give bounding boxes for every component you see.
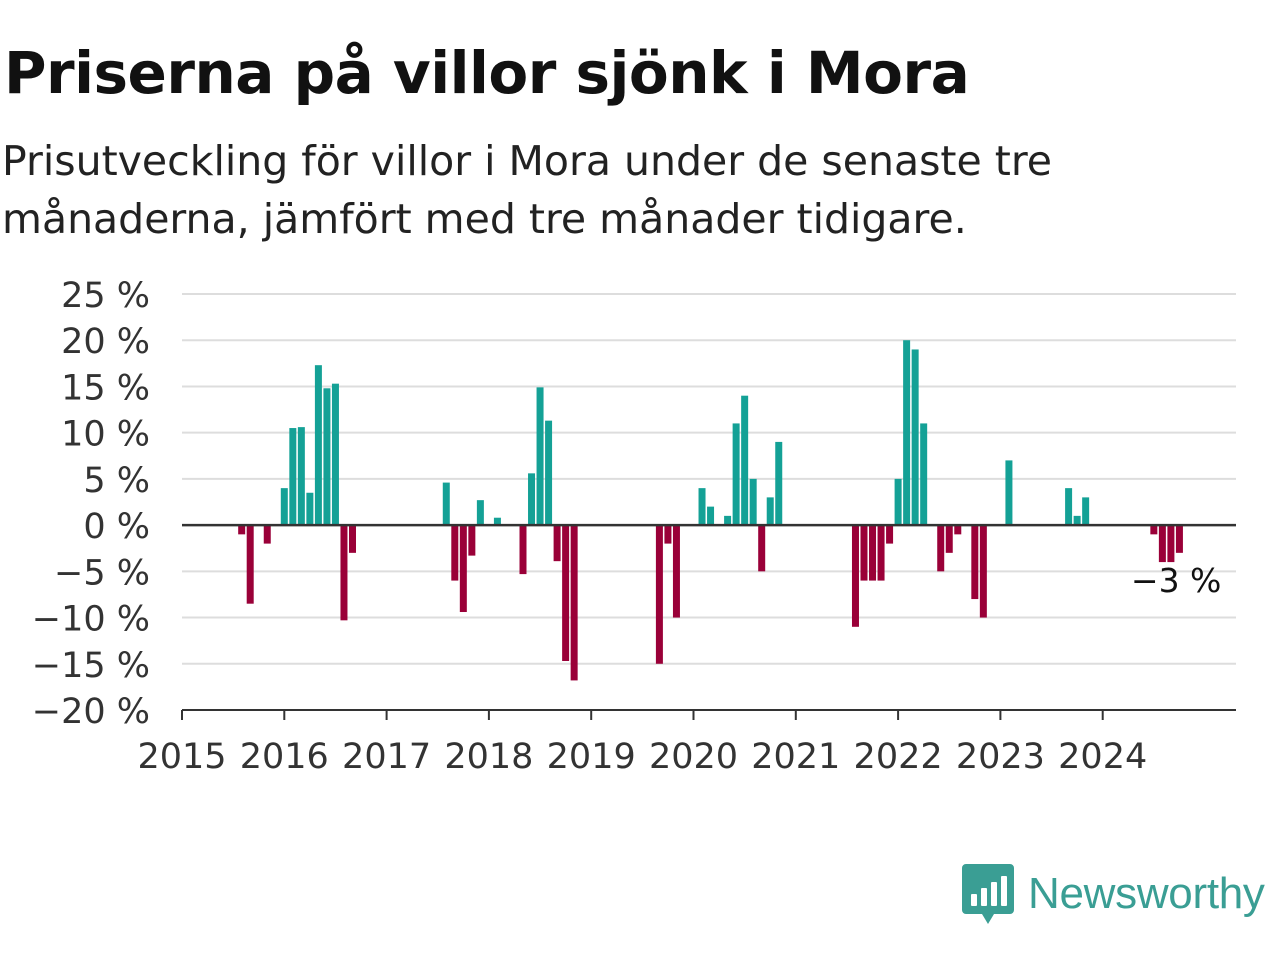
bar	[459, 525, 467, 613]
bar	[698, 488, 706, 526]
bar	[263, 525, 271, 544]
bar	[246, 525, 254, 604]
bar	[519, 525, 527, 575]
y-tick-label: −5 %	[54, 553, 150, 593]
bar	[954, 525, 962, 535]
bar	[766, 497, 774, 526]
bar	[280, 488, 288, 526]
bar	[937, 525, 945, 572]
y-tick-label: 25 %	[61, 276, 150, 316]
x-tick-label: 2023	[956, 737, 1045, 777]
bar	[664, 525, 672, 544]
bar	[903, 340, 911, 526]
bar	[1158, 525, 1166, 563]
bar	[536, 387, 544, 526]
bar	[911, 349, 919, 526]
y-tick-label: 15 %	[61, 368, 150, 408]
bar	[732, 423, 740, 526]
bar	[545, 420, 553, 526]
bar	[562, 525, 570, 662]
bar	[468, 525, 476, 556]
bar	[331, 383, 339, 526]
x-tick-label: 2022	[854, 737, 943, 777]
bar	[945, 525, 953, 553]
x-tick-label: 2020	[649, 737, 738, 777]
bar	[724, 515, 732, 526]
x-axis-tick-labels: 2015 2016 2017 2018 2019 2020 2021 2022 2023 2024	[137, 737, 1147, 777]
y-tick-label: 0 %	[83, 507, 150, 547]
x-tick-label: 2018	[444, 737, 533, 777]
bar	[655, 525, 663, 664]
x-tick-label: 2016	[240, 737, 329, 777]
bar	[289, 428, 297, 526]
chart-title: Priserna på villor sjönk i Mora	[4, 39, 970, 107]
bar	[349, 525, 356, 553]
y-tick-label: 20 %	[61, 322, 150, 362]
bar	[920, 423, 928, 526]
last-value-label: −3 %	[1131, 561, 1222, 600]
newsworthy-logo: Newsworthy	[962, 862, 1265, 926]
bar	[1150, 525, 1158, 535]
y-tick-label: −15 %	[32, 646, 150, 686]
bar	[340, 525, 348, 621]
bar	[1005, 460, 1013, 526]
bar	[1073, 515, 1081, 526]
bar	[323, 388, 331, 526]
bar	[860, 525, 868, 581]
bar	[314, 365, 322, 526]
x-tick-label: 2024	[1058, 737, 1147, 777]
y-tick-label: −10 %	[32, 600, 150, 640]
bar	[553, 525, 561, 562]
grid-lines	[182, 293, 1236, 711]
x-tick-label: 2015	[137, 737, 226, 777]
y-axis-tick-labels: 25 % 20 % 15 % 10 % 5 % 0 % −5 % −10 % −15 % −20 …	[32, 276, 150, 732]
bar	[570, 525, 578, 681]
chart-bubble-icon	[962, 864, 1014, 924]
bar	[851, 525, 859, 627]
logo-wordmark: Newsworthy	[1028, 869, 1265, 918]
bar	[749, 478, 757, 526]
bar	[886, 525, 894, 544]
chart-subtitle: Prisutveckling för villor i Mora under d…	[2, 137, 1053, 243]
bar	[758, 525, 766, 572]
bar	[476, 500, 484, 526]
bar	[297, 427, 305, 526]
bar	[1082, 497, 1090, 526]
y-tick-label: 10 %	[61, 415, 150, 455]
x-tick-label: 2021	[751, 737, 840, 777]
bar	[979, 525, 987, 618]
bar	[971, 525, 979, 600]
bar	[775, 441, 783, 526]
bar	[894, 478, 902, 526]
y-tick-label: 5 %	[83, 461, 150, 501]
axes	[181, 523, 1236, 720]
x-tick-label: 2017	[342, 737, 431, 777]
y-tick-label: −20 %	[32, 692, 150, 732]
bar	[306, 492, 314, 526]
bar	[528, 473, 536, 526]
bar	[493, 517, 501, 526]
bar	[1065, 488, 1073, 526]
bar	[707, 506, 715, 526]
bar	[672, 525, 680, 618]
bar	[877, 525, 885, 581]
x-tick-label: 2019	[547, 737, 636, 777]
bar	[442, 482, 450, 526]
bar	[238, 525, 246, 535]
bar	[1167, 525, 1175, 563]
bar	[451, 525, 459, 581]
bar	[1175, 525, 1183, 553]
bars	[238, 340, 1183, 681]
bar	[869, 525, 877, 581]
bar	[741, 395, 749, 526]
